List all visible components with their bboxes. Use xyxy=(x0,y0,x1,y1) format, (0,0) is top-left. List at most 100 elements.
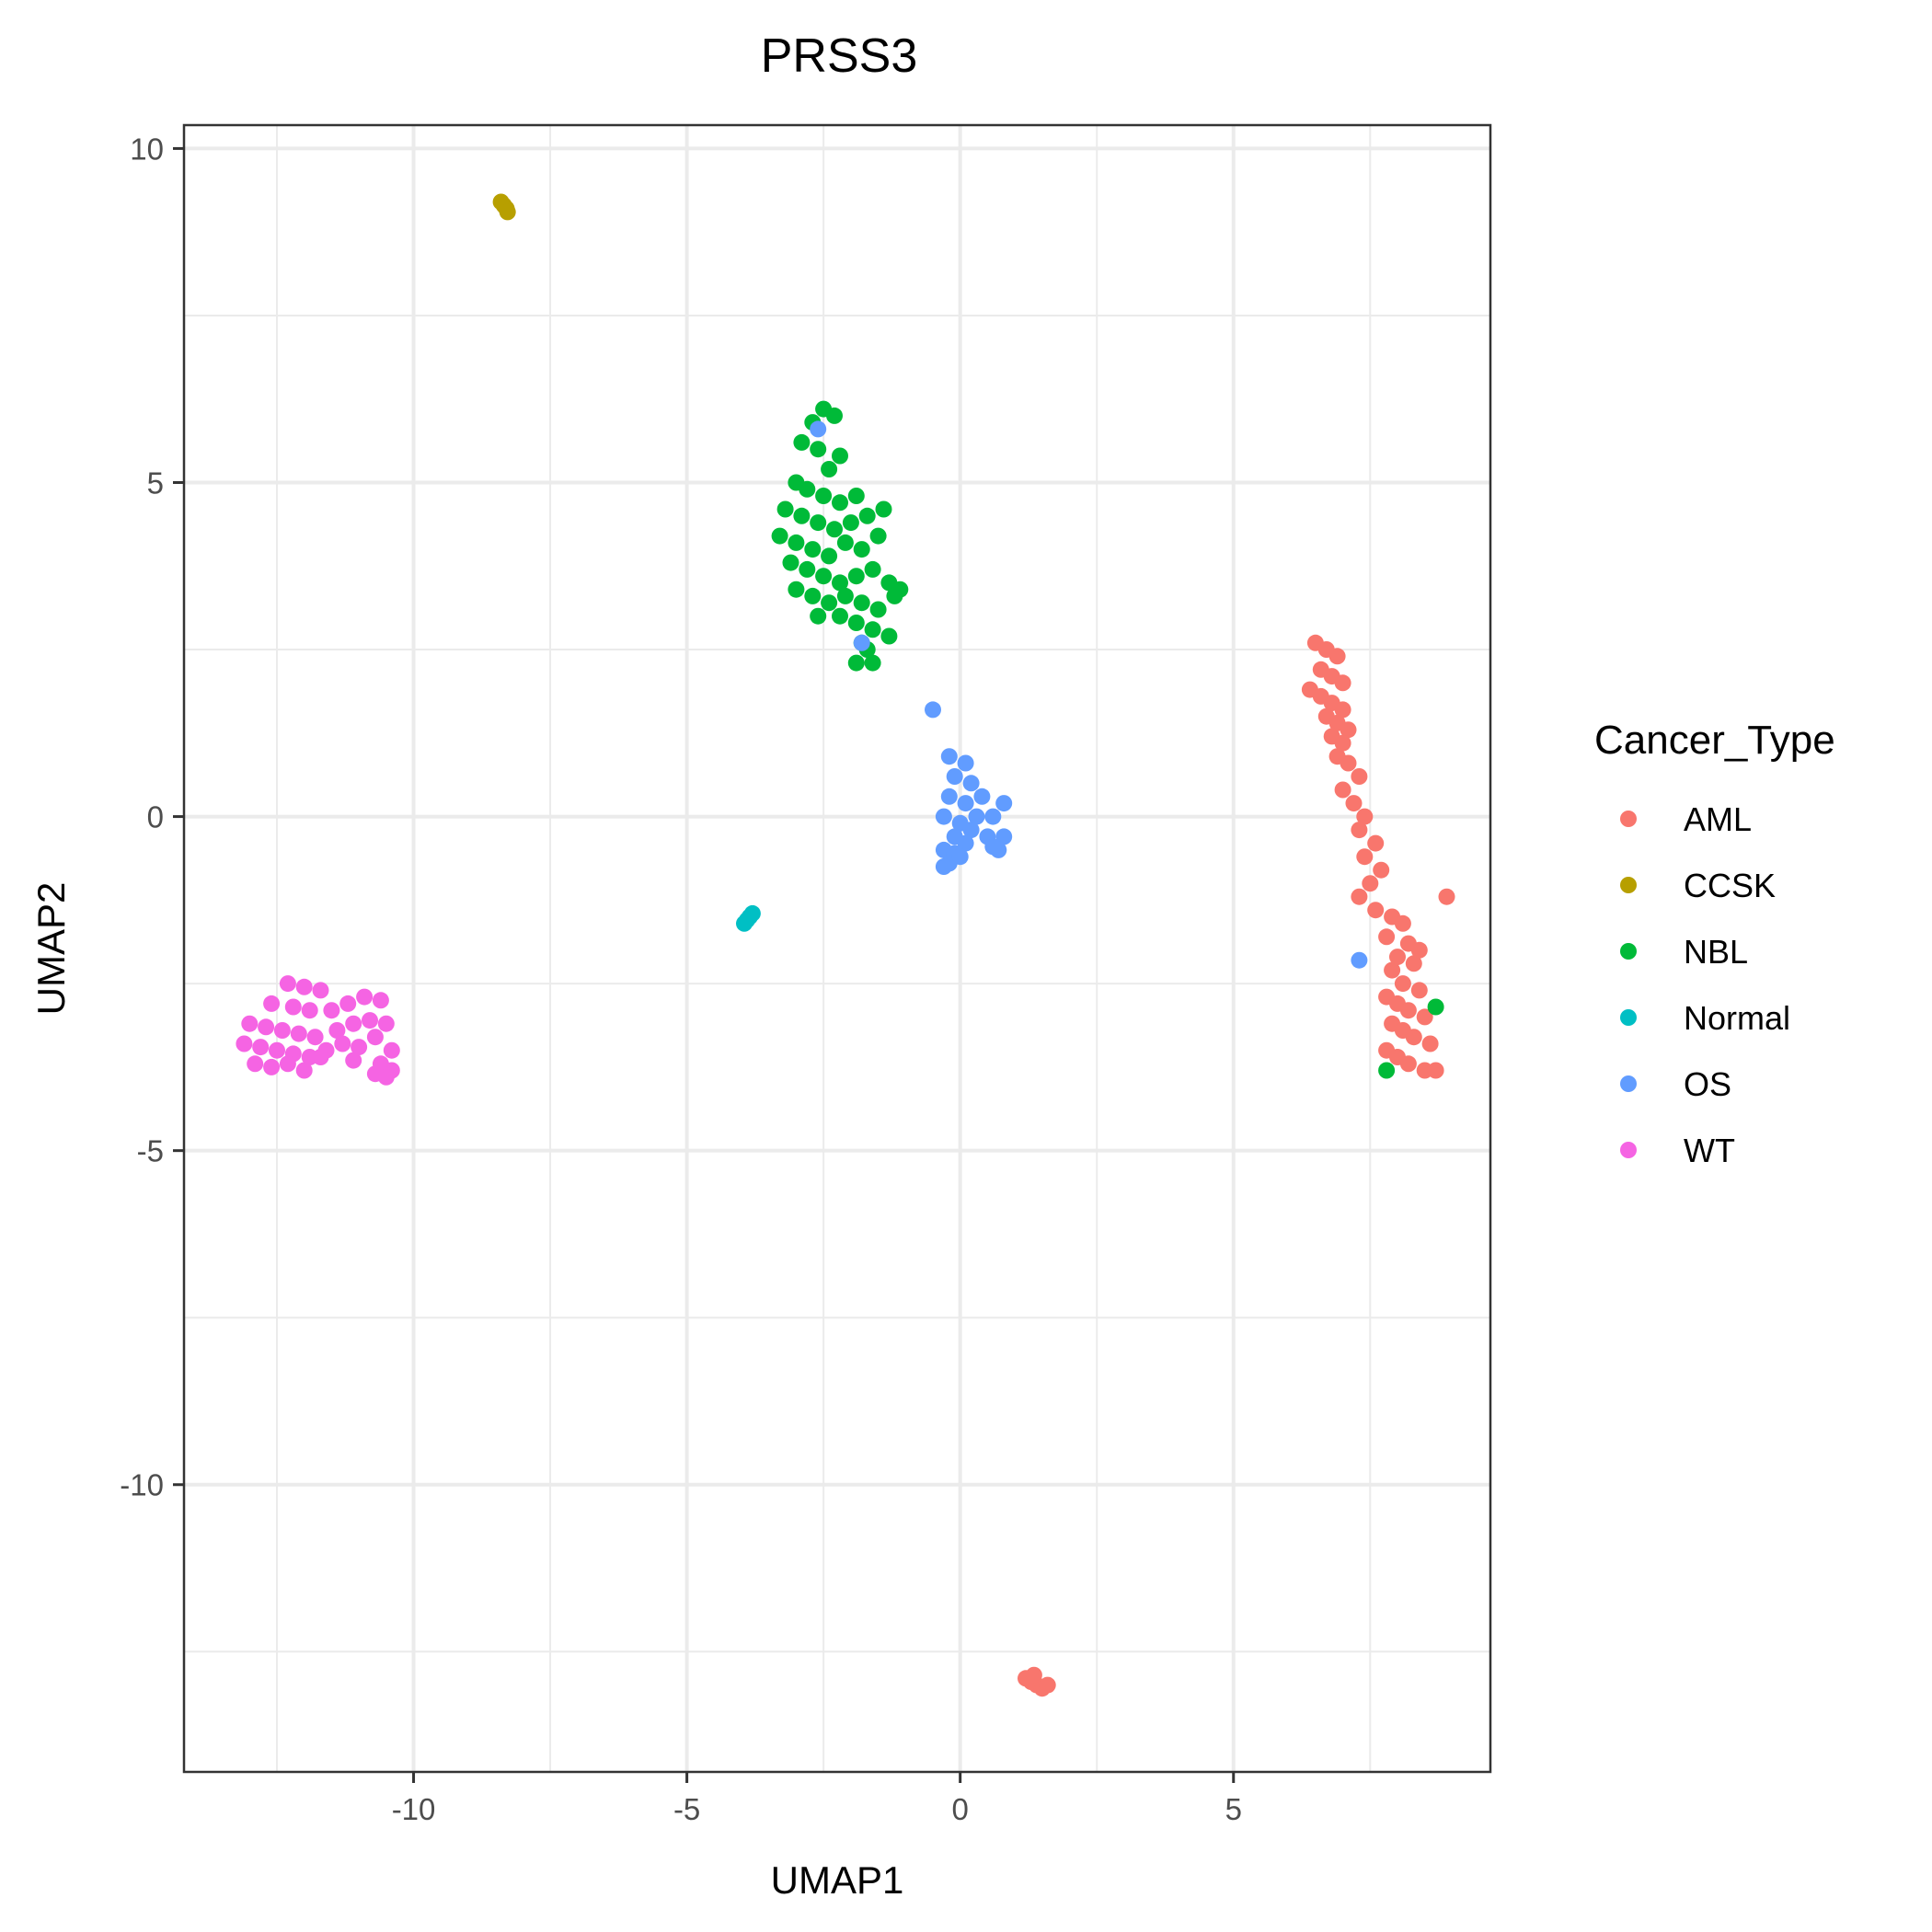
legend-title: Cancer_Type xyxy=(1594,718,1835,763)
point-nbl xyxy=(869,527,887,545)
y-tick-label: -5 xyxy=(137,1134,164,1168)
point-os xyxy=(925,701,941,719)
point-nbl xyxy=(1427,998,1444,1016)
point-wt xyxy=(290,1025,307,1042)
legend-key-aml xyxy=(1620,811,1637,827)
point-os xyxy=(957,834,974,852)
point-aml xyxy=(1356,808,1374,825)
point-aml xyxy=(1410,982,1428,999)
point-nbl xyxy=(810,441,827,458)
point-nbl xyxy=(826,407,843,424)
point-wt xyxy=(306,1029,324,1046)
point-aml xyxy=(1399,1055,1417,1073)
point-wt xyxy=(258,1018,275,1036)
point-nbl xyxy=(832,447,848,465)
point-os xyxy=(940,788,958,805)
point-aml xyxy=(1334,781,1351,799)
point-os xyxy=(946,768,963,785)
point-aml xyxy=(1421,1035,1439,1052)
point-os xyxy=(1351,951,1368,969)
point-wt xyxy=(372,992,389,1009)
point-nbl xyxy=(804,541,822,558)
point-nbl xyxy=(832,574,848,592)
series-ccsk xyxy=(492,193,516,221)
point-wt xyxy=(334,1035,351,1052)
point-wt xyxy=(284,998,302,1016)
point-wt xyxy=(345,1052,362,1069)
point-nbl xyxy=(771,527,788,545)
legend-item-normal: Normal xyxy=(1620,999,1790,1037)
point-aml xyxy=(1334,674,1351,692)
legend-item-os: OS xyxy=(1620,1065,1731,1103)
point-nbl xyxy=(847,615,865,631)
point-nbl xyxy=(793,433,811,451)
point-wt xyxy=(366,1029,384,1046)
legend-key-nbl xyxy=(1620,943,1637,960)
y-axis-ticks: -10 -5 0 5 10 xyxy=(120,132,184,1502)
point-nbl xyxy=(815,568,833,585)
point-wt xyxy=(263,995,281,1012)
legend-item-wt: WT xyxy=(1620,1132,1735,1169)
point-aml xyxy=(1367,834,1385,852)
point-nbl xyxy=(864,621,881,638)
point-nbl xyxy=(853,541,870,558)
point-nbl xyxy=(810,514,827,532)
point-aml xyxy=(1378,928,1396,946)
point-nbl xyxy=(821,547,838,565)
legend-item-ccsk: CCSK xyxy=(1620,867,1776,904)
series-aml xyxy=(1018,634,1455,1697)
point-nbl xyxy=(832,494,848,512)
point-nbl xyxy=(842,514,859,532)
point-wt xyxy=(279,1055,296,1073)
point-nbl xyxy=(821,594,838,612)
point-wt xyxy=(356,988,374,1006)
point-nbl xyxy=(782,554,799,571)
point-wt xyxy=(366,1065,384,1083)
point-wt xyxy=(263,1058,281,1075)
point-wt xyxy=(351,1039,368,1056)
point-aml xyxy=(1351,768,1368,785)
point-aml xyxy=(1025,1666,1042,1684)
point-aml xyxy=(1394,975,1411,993)
x-axis-ticks: -10 -5 0 5 xyxy=(392,1772,1242,1826)
point-aml xyxy=(1405,955,1422,972)
series-normal xyxy=(736,904,761,932)
point-aml xyxy=(1367,902,1385,919)
point-aml xyxy=(1394,914,1411,932)
point-wt xyxy=(383,1041,400,1059)
point-nbl xyxy=(788,581,805,598)
point-aml xyxy=(1351,822,1368,839)
point-wt xyxy=(295,978,313,995)
legend-key-ccsk xyxy=(1620,877,1637,893)
point-nbl xyxy=(847,568,865,585)
point-os xyxy=(984,808,1002,825)
data-points xyxy=(236,193,1455,1697)
y-tick-label: -10 xyxy=(120,1468,164,1502)
legend: Cancer_Type AML CCSK NBL Normal OS WT xyxy=(1594,718,1835,1169)
point-nbl xyxy=(864,654,881,672)
point-nbl xyxy=(836,587,854,604)
point-os xyxy=(984,838,1002,856)
point-aml xyxy=(1410,941,1428,959)
point-nbl xyxy=(832,607,848,625)
point-os xyxy=(940,748,958,765)
point-nbl xyxy=(804,587,822,604)
point-aml xyxy=(1334,734,1351,752)
point-os xyxy=(995,828,1013,845)
series-wt xyxy=(236,975,400,1086)
point-wt xyxy=(247,1055,264,1073)
point-wt xyxy=(312,982,329,999)
point-nbl xyxy=(799,480,816,498)
legend-label-nbl: NBL xyxy=(1684,933,1748,971)
point-normal xyxy=(743,904,761,922)
y-tick-label: 10 xyxy=(130,132,164,166)
series-os xyxy=(810,420,1368,969)
point-aml xyxy=(1328,648,1346,665)
point-nbl xyxy=(788,534,805,551)
point-nbl xyxy=(776,500,794,518)
point-os xyxy=(968,808,985,825)
x-axis-title: UMAP1 xyxy=(771,1858,904,1902)
point-os xyxy=(973,788,991,805)
point-aml xyxy=(1356,848,1374,866)
point-aml xyxy=(1351,888,1368,905)
